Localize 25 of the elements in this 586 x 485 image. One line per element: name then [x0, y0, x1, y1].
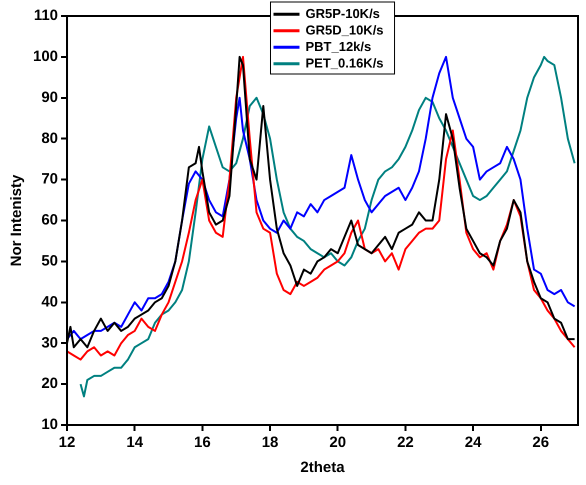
y-axis-title: Nor Intenisty: [8, 174, 26, 266]
x-tick-label: 14: [126, 434, 144, 452]
x-tick-label: 26: [532, 434, 550, 452]
legend-label: GR5D_10K/s: [305, 22, 384, 38]
legend-label: GR5P-10K/s: [305, 6, 380, 21]
y-tick-label: 30: [41, 334, 58, 352]
x-tick-label: 18: [262, 434, 278, 452]
y-tick-label: 100: [32, 48, 58, 66]
x-tick-label: 16: [194, 434, 211, 452]
y-tick-label: 40: [41, 293, 58, 310]
legend-label: PET_0.16K/s: [305, 55, 384, 70]
y-tick-label: 20: [41, 375, 58, 392]
y-tick-label: 70: [41, 170, 58, 188]
x-tick-label: 12: [58, 434, 76, 452]
legend-label: PBT_12k/s: [305, 38, 372, 54]
y-tick-label: 80: [41, 130, 58, 147]
x-tick-label: 24: [464, 434, 482, 452]
y-tick-label: 50: [41, 252, 58, 270]
y-tick-label: 90: [41, 88, 58, 106]
x-axis-title: 2theta: [300, 459, 346, 476]
y-tick-label: 10: [41, 416, 58, 434]
x-tick-label: 22: [397, 434, 414, 452]
x-tick-label: 20: [329, 434, 346, 452]
y-tick-label: 60: [41, 212, 58, 229]
y-tick-label: 110: [34, 7, 58, 24]
